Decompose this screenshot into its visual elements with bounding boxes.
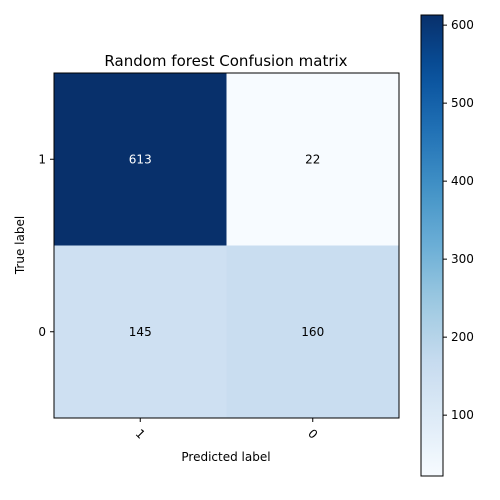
cell-value-label: 145 [129, 325, 152, 339]
y-axis-ticks: 10 [38, 152, 54, 339]
x-tick-label: 1 [133, 426, 148, 441]
colorbar-tick-label: 500 [451, 96, 474, 110]
cell-value-label: 613 [129, 152, 152, 166]
colorbar-tick-label: 600 [451, 18, 474, 32]
heatmap-cell [226, 245, 399, 418]
chart-title: Random forest Confusion matrix [104, 52, 347, 70]
y-tick-label: 0 [38, 325, 46, 339]
x-axis-label: Predicted label [181, 450, 270, 464]
cell-value-label: 22 [305, 152, 320, 166]
heatmap-cell [54, 73, 227, 246]
plot-frame [53, 72, 400, 419]
colorbar-tick-label: 300 [451, 252, 474, 266]
colorbar-tick-label: 400 [451, 174, 474, 188]
cell-value-label: 160 [301, 325, 324, 339]
y-tick-label: 1 [38, 152, 46, 166]
heatmap-cells [54, 73, 399, 418]
heatmap-cell [54, 245, 227, 418]
y-axis-label: True label [13, 216, 27, 275]
colorbar-ticks: 100 200 300 400 500 600 [443, 18, 474, 422]
heatmap-cell-labels: 613 22 145 160 [129, 152, 324, 339]
colorbar-tick-label: 100 [451, 408, 474, 422]
x-tick-label: 0 [305, 426, 320, 441]
colorbar [420, 14, 444, 477]
colorbar-tick-label: 200 [451, 330, 474, 344]
heatmap-cell [226, 73, 399, 246]
